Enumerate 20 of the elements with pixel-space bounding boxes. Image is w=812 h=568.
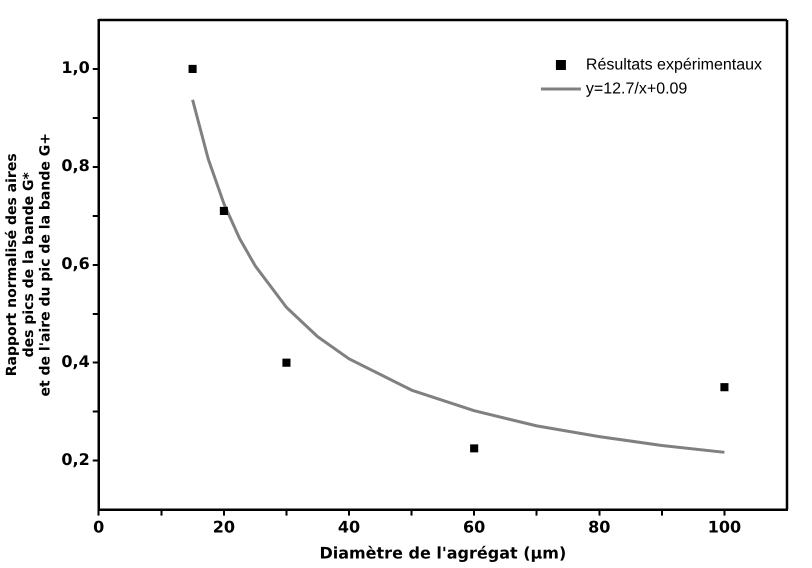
y-tick-label: 0,6 <box>61 254 90 273</box>
point <box>220 206 228 215</box>
point <box>282 358 290 367</box>
point <box>470 444 478 452</box>
y-axis-title: Rapport normalisé des aires des pics de la bande G* et de l'aire du pic de la bande G+ <box>4 133 54 397</box>
x-tick-label: 100 <box>708 517 742 536</box>
x-tick-label: 0 <box>93 517 104 536</box>
y-tick-label: 0,2 <box>61 450 90 469</box>
x-axis-title: Diamètre de l'agrégat (µm) <box>319 544 566 563</box>
x-tick-label: 80 <box>588 517 610 536</box>
legend-label: y=12.7/x+0.09 <box>586 80 688 98</box>
y-tick-label: 0,4 <box>61 352 90 371</box>
x-tick-label: 40 <box>338 517 360 536</box>
point <box>720 383 728 392</box>
x-tick-label: 20 <box>212 517 236 536</box>
point <box>188 64 197 73</box>
legend-label: Résultats expérimentaux <box>586 56 762 74</box>
y-tick-label: 0,8 <box>61 156 90 176</box>
x-tick-label: 60 <box>463 517 486 536</box>
y-tick-label: 1,0 <box>61 58 90 78</box>
